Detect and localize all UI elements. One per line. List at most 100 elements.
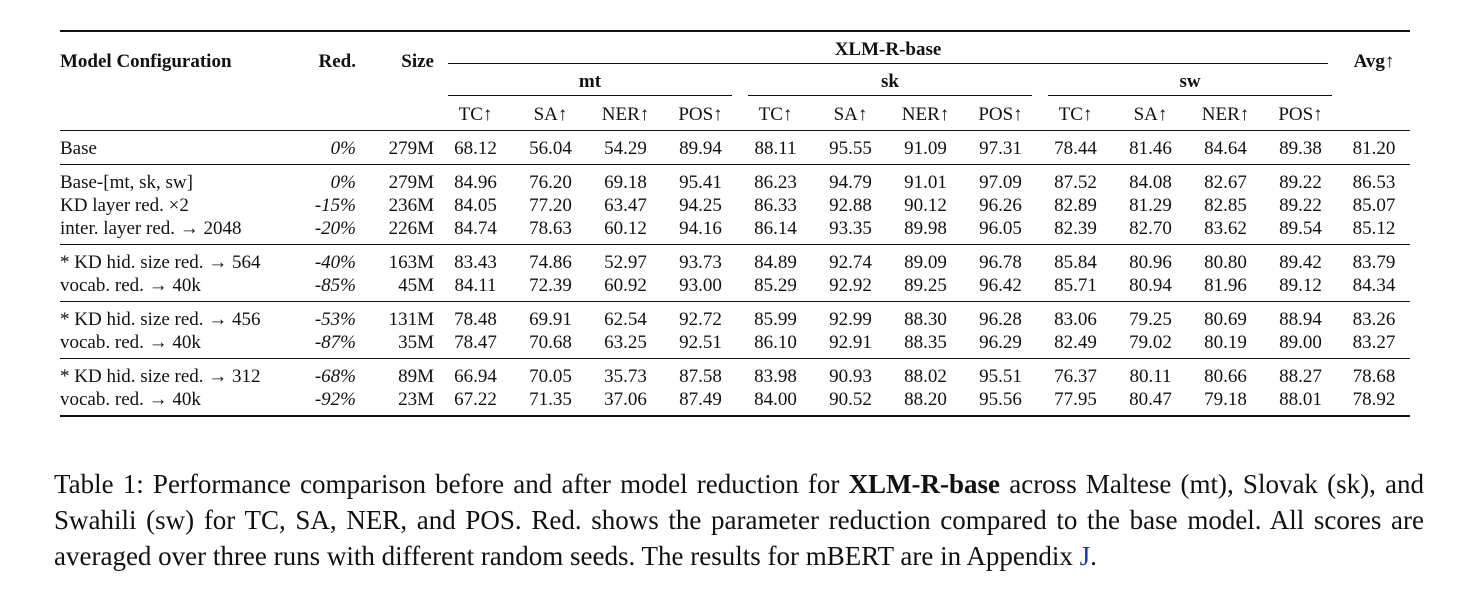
row-score: 86.10	[754, 331, 797, 353]
row-avg: 83.26	[1338, 300, 1410, 331]
row-score: 54.29	[588, 129, 663, 164]
header-red: Red.	[300, 30, 356, 130]
row-score: 69.91	[513, 300, 588, 331]
row-reduction: 0%	[300, 163, 356, 194]
row-score: 86.33	[754, 194, 797, 216]
row-score: 83.98	[738, 357, 813, 388]
row-score: 94.25	[679, 194, 722, 216]
row-score: 84.00	[738, 387, 813, 417]
row-score: 80.80	[1188, 243, 1263, 274]
row-score: 79.18	[1188, 387, 1263, 417]
row-score: 89.22	[1279, 194, 1322, 216]
row-avg: 86.53	[1338, 163, 1410, 194]
row-score: 89.00	[1279, 331, 1322, 353]
row-config: * KD hid. size red. → 564	[60, 243, 300, 274]
row-score: 97.09	[963, 163, 1038, 194]
table-row: Base 0% 279M 68.12 56.04 54.29 89.94 88.11 95.55…	[60, 129, 1410, 164]
header-metric-mt-ner: NER↑	[601, 104, 650, 126]
row-score: 92.51	[679, 331, 722, 353]
row-score: 84.11	[454, 274, 497, 296]
row-score: 93.73	[663, 243, 738, 274]
row-score: 84.74	[454, 217, 497, 239]
row-score: 84.96	[438, 163, 513, 194]
header-row-metrics: TC↑ SA↑ NER↑ POS↑ TC↑ SA↑ NER↑ POS↑ TC↑ …	[60, 100, 1410, 130]
row-score: 77.20	[529, 194, 572, 216]
row-score: 81.46	[1113, 129, 1188, 164]
row-size: 279M	[356, 129, 438, 164]
row-score: 74.86	[513, 243, 588, 274]
row-config: vocab. red. → 40k	[60, 274, 201, 296]
row-reduction: -92%	[300, 387, 356, 417]
row-score: 96.29	[979, 331, 1022, 353]
row-score: 67.22	[438, 387, 513, 417]
row-score: 66.94	[438, 357, 513, 388]
row-score: 82.70	[1129, 217, 1172, 239]
row-score: 82.89	[1054, 194, 1097, 216]
row-score: 96.26	[979, 194, 1022, 216]
row-size: 279M	[356, 163, 438, 194]
row-score: 88.94	[1263, 300, 1338, 331]
header-metric-sk-pos: POS↑	[978, 104, 1023, 126]
row-size: 45M	[398, 274, 434, 296]
row-score: 92.91	[829, 331, 872, 353]
row-score: 87.52	[1038, 163, 1113, 194]
row-score: 88.11	[738, 129, 813, 164]
row-size: 23M	[356, 387, 438, 417]
row-avg: 85.12	[1352, 217, 1396, 239]
row-score: 82.85	[1204, 194, 1247, 216]
row-score: 88.35	[904, 331, 947, 353]
row-size: 236M	[388, 194, 434, 216]
row-reduction: -85%	[314, 274, 356, 296]
row-score: 37.06	[588, 387, 663, 417]
row-avg: 78.92	[1338, 387, 1410, 417]
table-row: vocab. red. → 40k -85% 45M 84.11 72.39 60.92 9…	[60, 274, 1410, 302]
row-score: 79.02	[1129, 331, 1172, 353]
row-score: 88.27	[1263, 357, 1338, 388]
row-score: 69.18	[588, 163, 663, 194]
row-avg: 83.79	[1338, 243, 1410, 274]
row-score: 68.12	[438, 129, 513, 164]
row-score: 79.25	[1113, 300, 1188, 331]
row-score: 52.97	[588, 243, 663, 274]
header-metric-sw-pos: POS↑	[1278, 104, 1323, 126]
row-score: 84.89	[738, 243, 813, 274]
row-config: Base-[mt, sk, sw]	[60, 163, 300, 194]
appendix-reference-link[interactable]: J	[1079, 541, 1091, 571]
row-score: 82.49	[1054, 331, 1097, 353]
row-config: * KD hid. size red. → 312	[60, 357, 300, 388]
header-lang-sw: sw	[1048, 70, 1332, 96]
row-reduction: 0%	[300, 129, 356, 164]
row-avg: 84.34	[1352, 274, 1396, 296]
row-score: 60.92	[604, 274, 647, 296]
row-score: 93.35	[829, 217, 872, 239]
row-size: 35M	[398, 331, 434, 353]
row-score: 96.28	[963, 300, 1038, 331]
row-size: 89M	[356, 357, 438, 388]
row-score: 97.31	[963, 129, 1038, 164]
row-score: 35.73	[588, 357, 663, 388]
row-score: 80.66	[1188, 357, 1263, 388]
header-metric-sw-tc: TC↑	[1058, 104, 1093, 126]
row-score: 92.72	[663, 300, 738, 331]
row-score: 89.09	[888, 243, 963, 274]
header-metric-mt-tc: TC↑	[458, 104, 493, 126]
row-config: vocab. red. → 40k	[60, 331, 201, 353]
row-score: 93.00	[679, 274, 722, 296]
row-score: 95.41	[663, 163, 738, 194]
row-score: 81.96	[1204, 274, 1247, 296]
row-avg: 81.20	[1338, 129, 1410, 164]
row-score: 89.42	[1263, 243, 1338, 274]
table-row: * KD hid. size red. → 564 -40% 163M 83.43 74…	[60, 243, 1410, 274]
row-score: 78.44	[1038, 129, 1113, 164]
row-config: KD layer red. ×2	[60, 194, 189, 216]
row-reduction: -87%	[314, 331, 356, 353]
row-score: 83.06	[1038, 300, 1113, 331]
caption-prefix: Table 1: Performance comparison before a…	[54, 469, 849, 499]
row-score: 76.20	[513, 163, 588, 194]
row-score: 89.12	[1279, 274, 1322, 296]
header-metric-mt-sa: SA↑	[533, 104, 568, 126]
row-score: 80.11	[1113, 357, 1188, 388]
table-row: * KD hid. size red. → 312 -68% 89M 66.94 70.…	[60, 357, 1410, 388]
row-score: 96.42	[979, 274, 1022, 296]
row-reduction: -15%	[314, 194, 356, 216]
